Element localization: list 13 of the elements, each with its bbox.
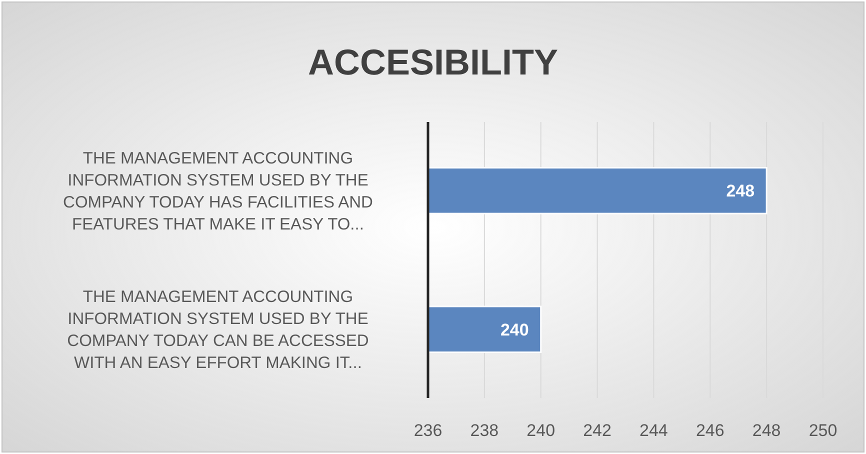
y-tick-label: THE MANAGEMENT ACCOUNTING INFORMATION SYSTEM USED BY THE COMPANY TODAY CAN BE ACCESSED WITH AN EASY EFFORT MAKING IT...: [67, 288, 369, 372]
x-tick-label: 236: [414, 420, 442, 440]
x-tick-label: 244: [640, 420, 668, 440]
chart-title: ACCESIBILITY: [308, 42, 558, 83]
x-tick-label: 238: [470, 420, 499, 440]
x-tick-label: 250: [808, 420, 838, 440]
y-tick-label: THE MANAGEMENT ACCOUNTING INFORMATION SYSTEM USED BY THE COMPANY TODAY HAS FACILITIES AND FEATURES THAT MAKE IT EASY TO...: [63, 149, 374, 234]
x-tick-label: 248: [752, 420, 781, 440]
x-tick-label: 246: [696, 420, 724, 440]
data-label: 240: [500, 320, 529, 340]
x-tick-label: 240: [526, 420, 556, 440]
data-label: 248: [726, 182, 755, 201]
x-tick-label: 242: [583, 420, 612, 440]
